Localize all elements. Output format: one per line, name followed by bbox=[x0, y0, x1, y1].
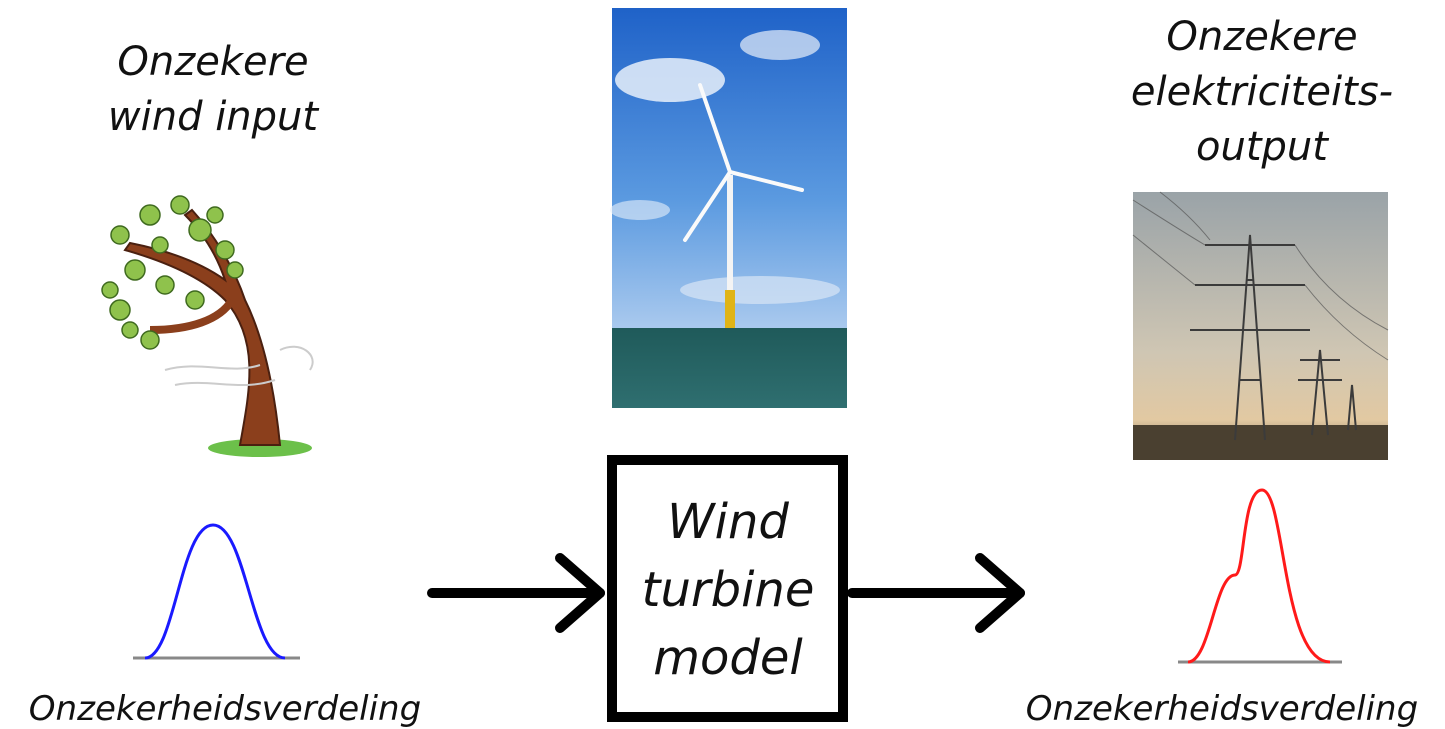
input-distribution bbox=[144, 523, 286, 660]
turbine-photo bbox=[610, 8, 847, 408]
model-label: model bbox=[653, 630, 803, 686]
input-title: wind input bbox=[108, 94, 319, 140]
model-label: turbine bbox=[642, 562, 815, 618]
tree-illustration bbox=[101, 195, 314, 457]
output-title: Onzekere bbox=[1166, 14, 1357, 60]
pylon-photo bbox=[1132, 191, 1389, 460]
output-caption: Onzekerheidsverdeling bbox=[1026, 689, 1418, 729]
arrow bbox=[847, 553, 1025, 633]
input-title: Onzekere bbox=[117, 39, 308, 85]
input-caption: Onzekerheidsverdeling bbox=[29, 689, 421, 729]
model-box bbox=[607, 455, 848, 722]
output-distribution bbox=[1187, 488, 1331, 664]
output-title: output bbox=[1196, 124, 1329, 170]
output-title: elektriciteits- bbox=[1131, 69, 1393, 115]
arrow bbox=[427, 553, 605, 633]
model-label: Wind bbox=[667, 494, 789, 550]
